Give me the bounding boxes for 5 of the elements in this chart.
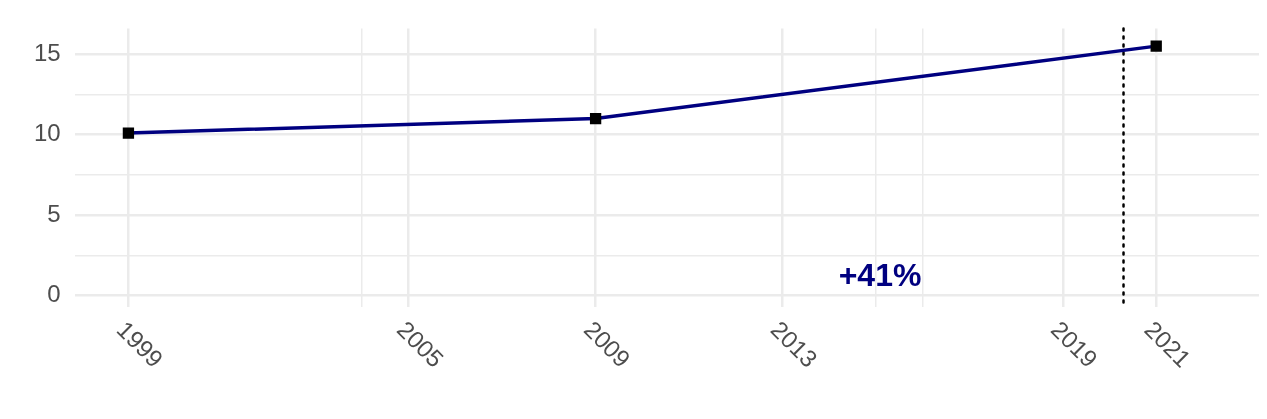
- y-tick-label: 10: [33, 119, 61, 147]
- y-tick-label: 0: [47, 280, 61, 308]
- annotation: +41%: [838, 256, 922, 293]
- y-tick-label: 5: [47, 199, 61, 227]
- y-tick-label: 15: [33, 38, 61, 66]
